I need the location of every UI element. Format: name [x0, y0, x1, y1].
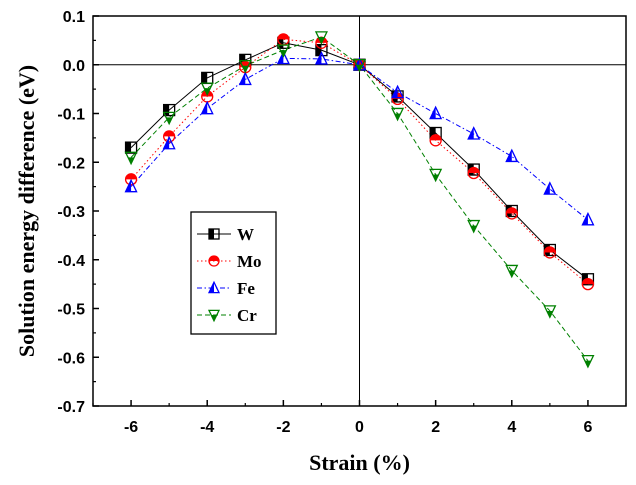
data-point-cr	[276, 44, 290, 58]
data-point-cr	[543, 305, 557, 319]
data-point-cr	[352, 59, 367, 73]
legend-label-fe: Fe	[237, 279, 255, 298]
data-point-mo	[543, 246, 557, 259]
x-tick-label: -4	[200, 419, 214, 436]
data-point-fe	[429, 105, 443, 120]
data-point-fe	[467, 126, 481, 140]
legend-box	[190, 211, 277, 335]
x-tick-label: 0	[355, 419, 364, 436]
y-tick-label: 0.0	[63, 58, 85, 75]
data-point-cr	[124, 151, 138, 166]
x-tick-label: 4	[507, 419, 516, 436]
data-point-fe	[238, 71, 252, 86]
legend-marker-fe	[207, 280, 221, 294]
x-tick-label: -6	[124, 419, 138, 436]
legend-marker-mo	[208, 255, 220, 267]
data-point-cr	[200, 82, 214, 96]
data-point-fe	[200, 100, 214, 115]
data-point-mo	[505, 207, 518, 220]
data-point-mo	[581, 277, 595, 291]
y-tick-label: -0.3	[57, 204, 85, 221]
y-tick-label: -0.5	[57, 302, 85, 319]
data-point-cr	[238, 60, 252, 74]
data-point-fe	[391, 84, 405, 99]
data-point-fe	[505, 148, 519, 163]
x-tick-label: 6	[583, 419, 592, 436]
y-tick-label: -0.6	[57, 350, 85, 367]
y-tick-label: 0.1	[63, 9, 85, 26]
x-tick-label: 2	[431, 419, 440, 436]
data-point-cr	[162, 111, 176, 126]
legend-marker-w	[208, 228, 220, 240]
data-point-w	[201, 71, 214, 85]
y-tick-label: -0.1	[57, 107, 85, 124]
data-point-cr	[581, 354, 595, 369]
y-axis-title: Solution energy difference (eV)	[14, 65, 39, 357]
data-point-fe	[543, 181, 557, 195]
data-point-fe	[581, 211, 595, 226]
data-point-cr	[467, 219, 481, 234]
y-tick-label: -0.7	[57, 399, 85, 416]
legend-marker-cr	[207, 309, 221, 323]
data-point-mo	[429, 134, 442, 147]
data-point-cr	[505, 264, 519, 279]
data-point-fe	[162, 135, 176, 150]
y-tick-label: -0.4	[57, 253, 85, 270]
legend-label-mo: Mo	[237, 252, 262, 271]
data-point-w	[162, 103, 176, 117]
data-point-fe	[314, 51, 328, 65]
y-tick-label: -0.2	[57, 155, 85, 172]
data-point-fe	[124, 178, 138, 193]
data-point-cr	[391, 107, 405, 122]
data-point-mo	[467, 166, 480, 180]
x-tick-label: -2	[276, 419, 290, 436]
data-point-cr	[429, 168, 443, 183]
data-point-w	[124, 141, 138, 154]
legend-label-cr: Cr	[237, 306, 257, 325]
data-point-fe	[276, 50, 290, 65]
legend-label-w: W	[237, 225, 254, 244]
data-point-cr	[314, 31, 328, 45]
x-axis-title: Strain (%)	[309, 450, 410, 475]
